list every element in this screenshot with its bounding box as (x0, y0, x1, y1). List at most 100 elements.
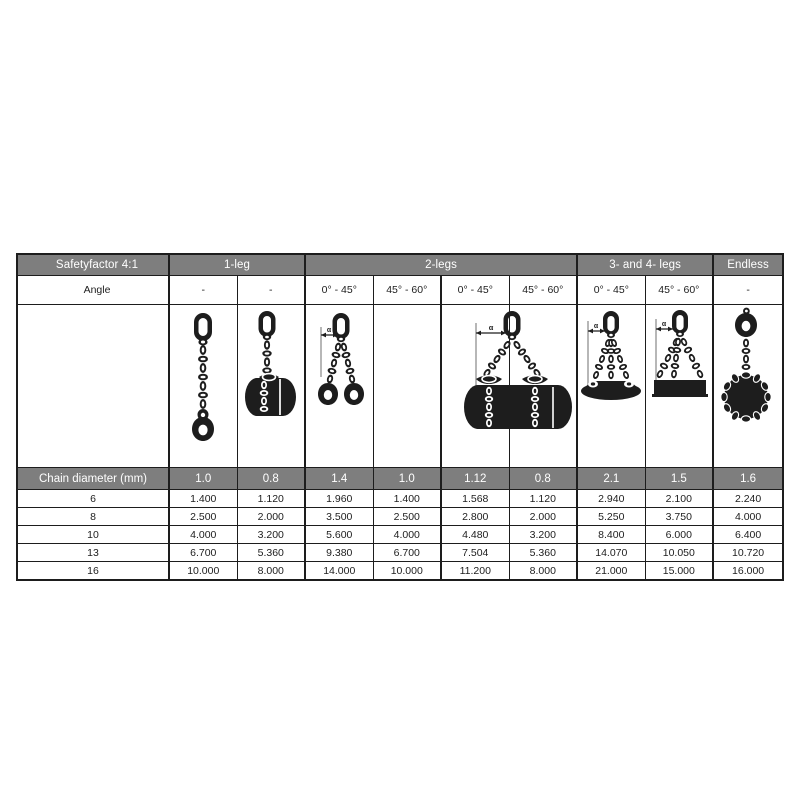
illustration-cell-endless (712, 304, 785, 468)
chain-sling-capacity-table: Safetyfactor 4:1 1-leg 2-legs 3- and 4- … (16, 253, 785, 581)
row-value-3: 1.960 (304, 489, 374, 508)
row-value-8: 3.750 (644, 507, 714, 526)
factor-cell-2-legs-load-a: 1.12 (440, 467, 510, 490)
row-value-3: 5.600 (304, 525, 374, 544)
svg-text:α: α (594, 323, 599, 330)
table-row: 16 10.000 8.000 14.000 10.000 11.200 8.0… (16, 561, 785, 581)
row-value-6: 8.000 (508, 561, 578, 581)
row-value-2: 5.360 (236, 543, 306, 562)
row-value-5: 4.480 (440, 525, 510, 544)
angle-cell-2-legs-a: 0° - 45° (304, 275, 374, 305)
row-value-5: 1.568 (440, 489, 510, 508)
row-value-8: 2.100 (644, 489, 714, 508)
row-value-9: 6.400 (712, 525, 785, 544)
single-leg-chain-sling (170, 305, 237, 467)
row-value-2: 2.000 (236, 507, 306, 526)
row-value-7: 14.070 (576, 543, 646, 562)
row-value-1: 6.700 (168, 543, 238, 562)
row-value-4: 4.000 (372, 525, 442, 544)
row-value-1: 1.400 (168, 489, 238, 508)
row-diameter: 10 (16, 525, 170, 544)
illustration-cell-single-leg-load (236, 304, 306, 468)
illustration-cell-two-leg-load: α (440, 304, 573, 468)
endless-chain-sling (714, 305, 782, 467)
factor-cell-1-leg-b: 0.8 (236, 467, 306, 490)
row-value-6: 1.120 (508, 489, 578, 508)
row-value-8: 10.050 (644, 543, 714, 562)
row-diameter: 16 (16, 561, 170, 581)
group-header-3-and-4-legs: 3- and 4- legs (576, 253, 714, 276)
illustration-empty-label-cell (16, 304, 170, 468)
row-value-4: 10.000 (372, 561, 442, 581)
svg-text:α: α (327, 327, 332, 334)
row-value-4: 2.500 (372, 507, 442, 526)
row-value-7: 8.400 (576, 525, 646, 544)
row-diameter: 6 (16, 489, 170, 508)
row-value-3: 9.380 (304, 543, 374, 562)
factor-cell-2-legs-a: 1.4 (304, 467, 374, 490)
row-value-1: 10.000 (168, 561, 238, 581)
row-value-6: 2.000 (508, 507, 578, 526)
illustration-cell-two-leg: α (304, 304, 374, 468)
row-diameter: 13 (16, 543, 170, 562)
two-leg-chain-sling: α (306, 305, 373, 467)
row-value-5: 7.504 (440, 543, 510, 562)
row-value-7: 5.250 (576, 507, 646, 526)
angle-cell-3-4-legs-a: 0° - 45° (576, 275, 646, 305)
factor-cell-2-legs-b: 1.0 (372, 467, 442, 490)
row-value-8: 15.000 (644, 561, 714, 581)
table-factor-row: Chain diameter (mm) 1.0 0.8 1.4 1.0 1.12… (16, 467, 785, 490)
table-group-header-row: Safetyfactor 4:1 1-leg 2-legs 3- and 4- … (16, 253, 785, 276)
chain-diameter-label: Chain diameter (mm) (16, 467, 170, 490)
three-leg-chain-sling-round-load: α (578, 305, 645, 467)
angle-cell-2-legs-b: 45° - 60° (372, 275, 442, 305)
factor-cell-2-legs-load-b: 0.8 (508, 467, 578, 490)
factor-cell-endless: 1.6 (712, 467, 785, 490)
table-row: 6 1.400 1.120 1.960 1.400 1.568 1.120 2.… (16, 489, 785, 508)
row-value-3: 14.000 (304, 561, 374, 581)
row-value-9: 16.000 (712, 561, 785, 581)
two-leg-chain-sling-with-load: α (442, 305, 573, 467)
row-value-1: 2.500 (168, 507, 238, 526)
row-value-4: 1.400 (372, 489, 442, 508)
angle-row-label: Angle (16, 275, 170, 305)
table-row: 10 4.000 3.200 5.600 4.000 4.480 3.200 8… (16, 525, 785, 544)
row-value-2: 3.200 (236, 525, 306, 544)
angle-cell-1-leg-a: - (168, 275, 238, 305)
angle-cell-3-4-legs-b: 45° - 60° (644, 275, 714, 305)
row-value-7: 21.000 (576, 561, 646, 581)
row-diameter: 8 (16, 507, 170, 526)
row-value-6: 3.200 (508, 525, 578, 544)
group-header-2-legs: 2-legs (304, 253, 578, 276)
table-row: 8 2.500 2.000 3.500 2.500 2.800 2.000 5.… (16, 507, 785, 526)
table-angle-row: Angle - - 0° - 45° 45° - 60° 0° - 45° 45… (16, 275, 785, 305)
row-value-9: 2.240 (712, 489, 785, 508)
row-value-5: 2.800 (440, 507, 510, 526)
table-illustration-row: α (16, 304, 785, 468)
group-header-1-leg: 1-leg (167, 253, 306, 276)
row-value-3: 3.500 (304, 507, 374, 526)
row-value-2: 8.000 (236, 561, 306, 581)
svg-text:α: α (662, 321, 667, 328)
row-value-9: 10.720 (712, 543, 785, 562)
factor-cell-3-4-legs-a: 2.1 (576, 467, 646, 490)
angle-cell-endless: - (712, 275, 785, 305)
svg-text:α: α (489, 323, 494, 332)
angle-cell-1-leg-b: - (236, 275, 306, 305)
single-leg-chain-sling-with-load (238, 305, 305, 467)
row-value-4: 6.700 (372, 543, 442, 562)
factor-cell-3-4-legs-b: 1.5 (644, 467, 714, 490)
illustration-cell-two-leg-spacer (372, 304, 442, 468)
illustration-cell-single-leg (168, 304, 238, 468)
safetyfactor-title-cell: Safetyfactor 4:1 (16, 253, 170, 276)
row-value-7: 2.940 (576, 489, 646, 508)
row-value-8: 6.000 (644, 525, 714, 544)
factor-cell-1-leg-a: 1.0 (168, 467, 238, 490)
illustration-cell-four-leg: α (644, 304, 714, 468)
row-value-5: 11.200 (440, 561, 510, 581)
angle-cell-2-legs-load-a: 0° - 45° (440, 275, 510, 305)
table-row: 13 6.700 5.360 9.380 6.700 7.504 5.360 1… (16, 543, 785, 562)
illustration-cell-three-leg: α (576, 304, 646, 468)
row-value-9: 4.000 (712, 507, 785, 526)
